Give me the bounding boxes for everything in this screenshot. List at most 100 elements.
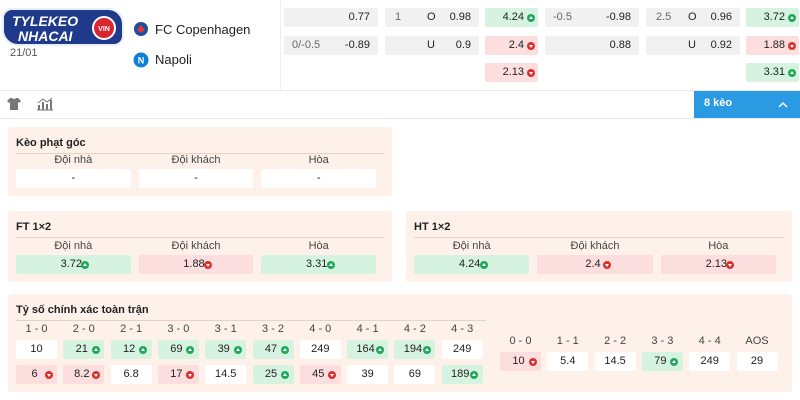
odds-cell[interactable]: 2.4 [537, 255, 653, 274]
odds-cell[interactable]: 0.96 2.5 O [646, 8, 740, 27]
trend-arrow [788, 68, 796, 77]
odds-cell[interactable]: 0.77 [284, 8, 378, 27]
odds-cell[interactable]: 164 [347, 340, 389, 359]
odds-cell[interactable]: 14.5 [594, 352, 636, 371]
odds-cell[interactable]: 6.8 [110, 365, 152, 384]
market-title: HT 1×2 [414, 221, 451, 233]
odds-cell[interactable]: 6 [16, 365, 57, 384]
total-side: O [427, 11, 436, 23]
markets-button[interactable]: 8 kèo [694, 91, 800, 118]
odds-value: 0.9 [455, 39, 471, 51]
odds-cell[interactable]: 249 [299, 340, 341, 359]
odds-cell[interactable]: 2.13 [660, 255, 776, 274]
odds-cell[interactable]: 0.92 U [646, 36, 740, 55]
home-team[interactable]: FC Copenhagen [155, 22, 251, 37]
odds-cell[interactable]: -0.98 -0.5 [545, 8, 639, 27]
odds-cell[interactable]: 69 [157, 340, 199, 359]
odds-cell[interactable]: 3.72 [16, 255, 131, 274]
odds-value: 0.77 [348, 11, 370, 23]
odds-cell[interactable]: 10 [500, 352, 541, 371]
odds-cell[interactable]: 29 [736, 352, 778, 371]
odds-value: 0.88 [609, 39, 631, 51]
odds-cell[interactable]: 12 [110, 340, 152, 359]
odds-cell[interactable]: 3.31 [261, 255, 376, 274]
odds-cell[interactable]: 249 [689, 352, 731, 371]
odds-cell[interactable]: 69 [394, 365, 436, 384]
odds-cell[interactable]: 2.13 [485, 63, 538, 82]
odds-cell[interactable]: 0.98 1 O [385, 8, 479, 27]
trend-arrow [375, 345, 384, 354]
odds-cell[interactable]: 194 [394, 340, 436, 359]
odds-cell[interactable]: - [261, 169, 376, 188]
column-label: Đội khách [171, 240, 221, 252]
away-crest: N [133, 52, 149, 68]
market-panel: FT 1×2 Đội nhà 3.72 Đội khách 1.88 Hòa 3.31 [8, 211, 392, 282]
odds-value: 39 [217, 343, 230, 355]
odds-value: 249 [453, 343, 472, 355]
odds-cell[interactable]: 79 [641, 352, 683, 371]
score-label: 2 - 2 [604, 335, 627, 347]
trend-arrow [186, 370, 195, 379]
odds-cell[interactable]: 14.5 [205, 365, 247, 384]
odds-cell[interactable]: 47 [252, 340, 294, 359]
odds-cell[interactable]: - [138, 169, 254, 188]
odds-value: -0.89 [344, 39, 370, 51]
odds-cell[interactable]: 10 [16, 340, 57, 359]
jersey-icon[interactable] [6, 97, 22, 111]
odds-value: - [71, 172, 76, 184]
odds-value: - [194, 172, 198, 184]
odds-value: 249 [311, 343, 330, 355]
odds-cell[interactable]: 249 [441, 340, 483, 359]
total-line: 1 [395, 11, 402, 23]
away-team[interactable]: Napoli [155, 52, 192, 67]
trend-arrow [281, 345, 289, 354]
odds-cell[interactable]: 5.4 [547, 352, 589, 371]
odds-value: 5.4 [560, 355, 576, 367]
odds-cell[interactable]: - [16, 169, 131, 188]
odds-cell[interactable]: 25 [252, 365, 294, 384]
trend-arrow [788, 13, 796, 22]
odds-value: 6 [31, 368, 38, 380]
trend-arrow [326, 260, 335, 269]
column-label: Hòa [308, 154, 329, 166]
odds-cell[interactable]: 0.9 U [385, 36, 479, 55]
trend-arrow [527, 41, 535, 50]
market-panel: Kèo phạt góc Đội nhà - Đội khách - Hòa - [8, 127, 392, 196]
odds-cell[interactable]: 39 [205, 340, 247, 359]
market-panel: Tỷ số chính xác toàn trận 1 - 0 10 6 2 - 0 21… [8, 294, 792, 392]
odds-cell[interactable]: 39 [347, 365, 389, 384]
odds-cell[interactable]: 8.2 [63, 365, 105, 384]
divider [16, 237, 384, 238]
odds-value: 10 [512, 355, 525, 367]
odds-value: 25 [264, 368, 278, 380]
trend-arrow [479, 260, 488, 269]
odds-cell[interactable]: 189 [441, 365, 483, 384]
odds-value: 45 [312, 368, 325, 380]
score-label: AOS [745, 335, 769, 347]
odds-cell[interactable]: 3.72 [746, 8, 799, 27]
odds-value: 29 [750, 355, 764, 367]
odds-cell[interactable]: 21 [63, 340, 105, 359]
trend-arrow [527, 68, 535, 77]
stats-icon[interactable] [36, 97, 54, 111]
odds-cell[interactable]: 1.88 [746, 36, 799, 55]
odds-cell[interactable]: 4.24 [485, 8, 538, 27]
chevron-up [778, 101, 788, 108]
odds-cell[interactable]: 17 [157, 365, 199, 384]
odds-cell[interactable]: 0.88 [545, 36, 639, 55]
score-label: 4 - 0 [309, 323, 332, 335]
odds-value: 21 [75, 343, 88, 355]
match-date: 21/01 [10, 47, 38, 59]
total-side: U [427, 39, 435, 51]
odds-value: 3.31 [763, 66, 785, 78]
trend-arrow [470, 370, 479, 379]
odds-cell[interactable]: -0.89 0/-0.5 [284, 36, 378, 55]
odds-cell[interactable]: 45 [299, 365, 341, 384]
odds-cell[interactable]: 1.88 [138, 255, 254, 274]
odds-value: 249 [700, 355, 719, 367]
column-label: Đội nhà [452, 240, 491, 252]
odds-cell[interactable]: 2.4 [485, 36, 538, 55]
odds-cell[interactable]: 4.24 [414, 255, 530, 274]
score-label: 3 - 0 [167, 323, 190, 335]
odds-cell[interactable]: 3.31 [746, 63, 799, 82]
